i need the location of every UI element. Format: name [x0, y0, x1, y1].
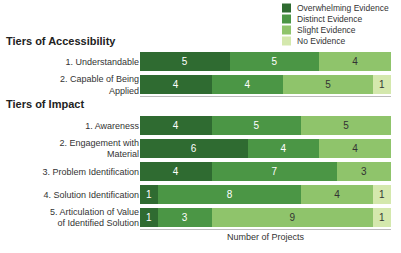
svg-text:Tiers of Impact: Tiers of Impact — [6, 98, 84, 110]
svg-text:Tiers of Accessibility: Tiers of Accessibility — [6, 35, 116, 47]
svg-text:4: 4 — [173, 166, 179, 177]
svg-text:5. Articulation of Valueof Ide: 5. Articulation of Valueof Identified So… — [50, 207, 139, 229]
svg-text:4: 4 — [352, 56, 358, 67]
svg-text:3: 3 — [182, 212, 188, 223]
svg-text:8: 8 — [227, 189, 233, 200]
svg-text:5: 5 — [271, 56, 277, 67]
svg-text:1: 1 — [379, 79, 385, 90]
svg-text:5: 5 — [343, 120, 349, 131]
svg-text:4: 4 — [352, 143, 358, 154]
svg-text:Distinct Evidence: Distinct Evidence — [297, 14, 362, 24]
svg-text:3. Problem Identification: 3. Problem Identification — [42, 167, 139, 177]
svg-text:1: 1 — [379, 212, 385, 223]
svg-text:2. Capable of BeingApplied: 2. Capable of BeingApplied — [60, 74, 139, 96]
svg-text:Number of Projects: Number of Projects — [227, 232, 305, 242]
svg-text:2. Engagement withMaterial: 2. Engagement withMaterial — [59, 138, 139, 160]
svg-text:4: 4 — [334, 189, 340, 200]
svg-text:1: 1 — [146, 212, 152, 223]
svg-text:5: 5 — [182, 56, 188, 67]
svg-text:1. Awareness: 1. Awareness — [85, 121, 139, 131]
svg-text:6: 6 — [191, 143, 197, 154]
svg-text:Slight Evidence: Slight Evidence — [297, 25, 356, 35]
svg-text:1: 1 — [146, 189, 152, 200]
svg-text:4: 4 — [245, 79, 251, 90]
svg-text:9: 9 — [289, 212, 295, 223]
svg-text:3: 3 — [361, 166, 367, 177]
svg-text:4: 4 — [173, 120, 179, 131]
svg-text:7: 7 — [271, 166, 277, 177]
svg-text:No Evidence: No Evidence — [297, 36, 345, 46]
svg-text:5: 5 — [325, 79, 331, 90]
svg-text:5: 5 — [254, 120, 260, 131]
svg-text:Overwhelming Evidence: Overwhelming Evidence — [297, 3, 389, 13]
svg-text:4. Solution Identification: 4. Solution Identification — [43, 190, 139, 200]
svg-text:1. Understandable: 1. Understandable — [65, 57, 139, 67]
svg-text:4: 4 — [173, 79, 179, 90]
svg-text:4: 4 — [280, 143, 286, 154]
svg-text:1: 1 — [379, 189, 385, 200]
